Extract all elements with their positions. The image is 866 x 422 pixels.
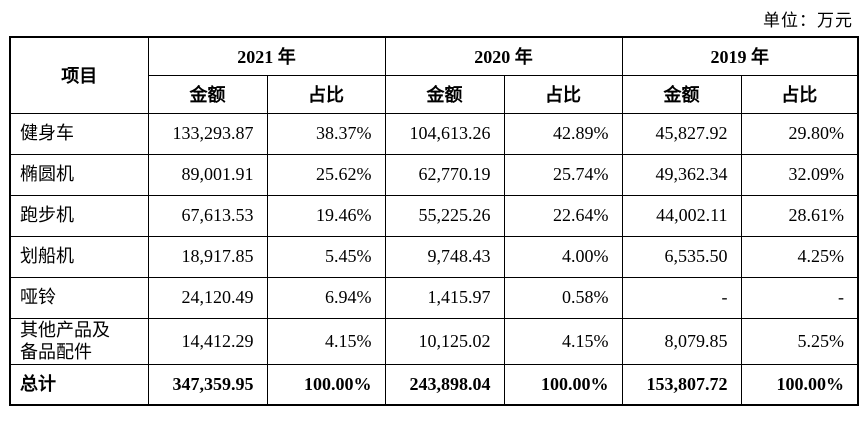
col-header-item: 项目 [9,36,149,114]
ratio-cell: 22.64% [503,194,623,237]
amount-cell: 89,001.91 [147,153,268,196]
amount-cell: 24,120.49 [147,276,268,319]
ratio-cell: 4.15% [503,317,623,365]
subheader-amount-2019: 金额 [621,74,742,114]
amount-cell: 67,613.53 [147,194,268,237]
item-cell: 划船机 [9,235,149,278]
amount-cell: 347,359.95 [147,363,268,406]
subheader-ratio-2019: 占比 [740,74,859,114]
item-cell: 其他产品及 备品配件 [9,317,149,365]
amount-cell: 9,748.43 [384,235,505,278]
amount-cell: 14,412.29 [147,317,268,365]
ratio-cell: 32.09% [740,153,859,196]
item-cell: 总计 [9,363,149,406]
ratio-cell: 25.62% [266,153,386,196]
col-header-year-2021: 2021 年 [147,36,386,76]
table-header: 项目 2021 年 2020 年 2019 年 金额 占比 金额 占比 金额 占… [9,36,859,114]
amount-cell: 1,415.97 [384,276,505,319]
ratio-cell: 29.80% [740,112,859,155]
ratio-cell: 19.46% [266,194,386,237]
ratio-cell: 0.58% [503,276,623,319]
amount-cell: 45,827.92 [621,112,742,155]
unit-note: 单位：万元 [763,11,853,30]
total-row: 总计 347,359.95 100.00% 243,898.04 100.00%… [9,363,859,406]
header-row-subheaders: 金额 占比 金额 占比 金额 占比 [10,74,859,114]
ratio-cell: - [740,276,859,319]
table-row: 哑铃 24,120.49 6.94% 1,415.97 0.58% - - [9,276,859,319]
table-row: 健身车 133,293.87 38.37% 104,613.26 42.89% … [9,112,859,155]
revenue-by-product-table: 项目 2021 年 2020 年 2019 年 金额 占比 金额 占比 金额 占… [9,36,859,406]
amount-cell: 6,535.50 [621,235,742,278]
ratio-cell: 25.74% [503,153,623,196]
ratio-cell: 100.00% [266,363,386,406]
ratio-cell: 38.37% [266,112,386,155]
amount-cell: 18,917.85 [147,235,268,278]
amount-cell: 133,293.87 [147,112,268,155]
amount-cell: 55,225.26 [384,194,505,237]
amount-cell: 243,898.04 [384,363,505,406]
table-row: 椭圆机 89,001.91 25.62% 62,770.19 25.74% 49… [9,153,859,196]
header-row-years: 项目 2021 年 2020 年 2019 年 [9,36,859,114]
ratio-cell: 100.00% [740,363,859,406]
subheader-ratio-2020: 占比 [503,74,623,114]
subheader-ratio-2021: 占比 [266,74,386,114]
ratio-cell: 42.89% [503,112,623,155]
col-header-year-2019: 2019 年 [621,36,859,76]
ratio-cell: 4.25% [740,235,859,278]
ratio-cell: 6.94% [266,276,386,319]
item-cell: 哑铃 [9,276,149,319]
amount-cell: 8,079.85 [621,317,742,365]
amount-cell: 10,125.02 [384,317,505,365]
ratio-cell: 28.61% [740,194,859,237]
amount-cell: - [621,276,742,319]
amount-cell: 104,613.26 [384,112,505,155]
col-header-year-2020: 2020 年 [384,36,623,76]
subheader-amount-2021: 金额 [147,74,268,114]
ratio-cell: 5.25% [740,317,859,365]
ratio-cell: 4.00% [503,235,623,278]
table-row: 其他产品及 备品配件 14,412.29 4.15% 10,125.02 4.1… [9,317,859,365]
amount-cell: 153,807.72 [621,363,742,406]
table-row: 划船机 18,917.85 5.45% 9,748.43 4.00% 6,535… [9,235,859,278]
item-cell: 椭圆机 [9,153,149,196]
table-row: 跑步机 67,613.53 19.46% 55,225.26 22.64% 44… [9,194,859,237]
ratio-cell: 4.15% [266,317,386,365]
item-cell: 跑步机 [9,194,149,237]
amount-cell: 49,362.34 [621,153,742,196]
amount-cell: 62,770.19 [384,153,505,196]
subheader-amount-2020: 金额 [384,74,505,114]
amount-cell: 44,002.11 [621,194,742,237]
ratio-cell: 100.00% [503,363,623,406]
table-body: 健身车 133,293.87 38.37% 104,613.26 42.89% … [9,112,859,406]
ratio-cell: 5.45% [266,235,386,278]
item-cell: 健身车 [9,112,149,155]
